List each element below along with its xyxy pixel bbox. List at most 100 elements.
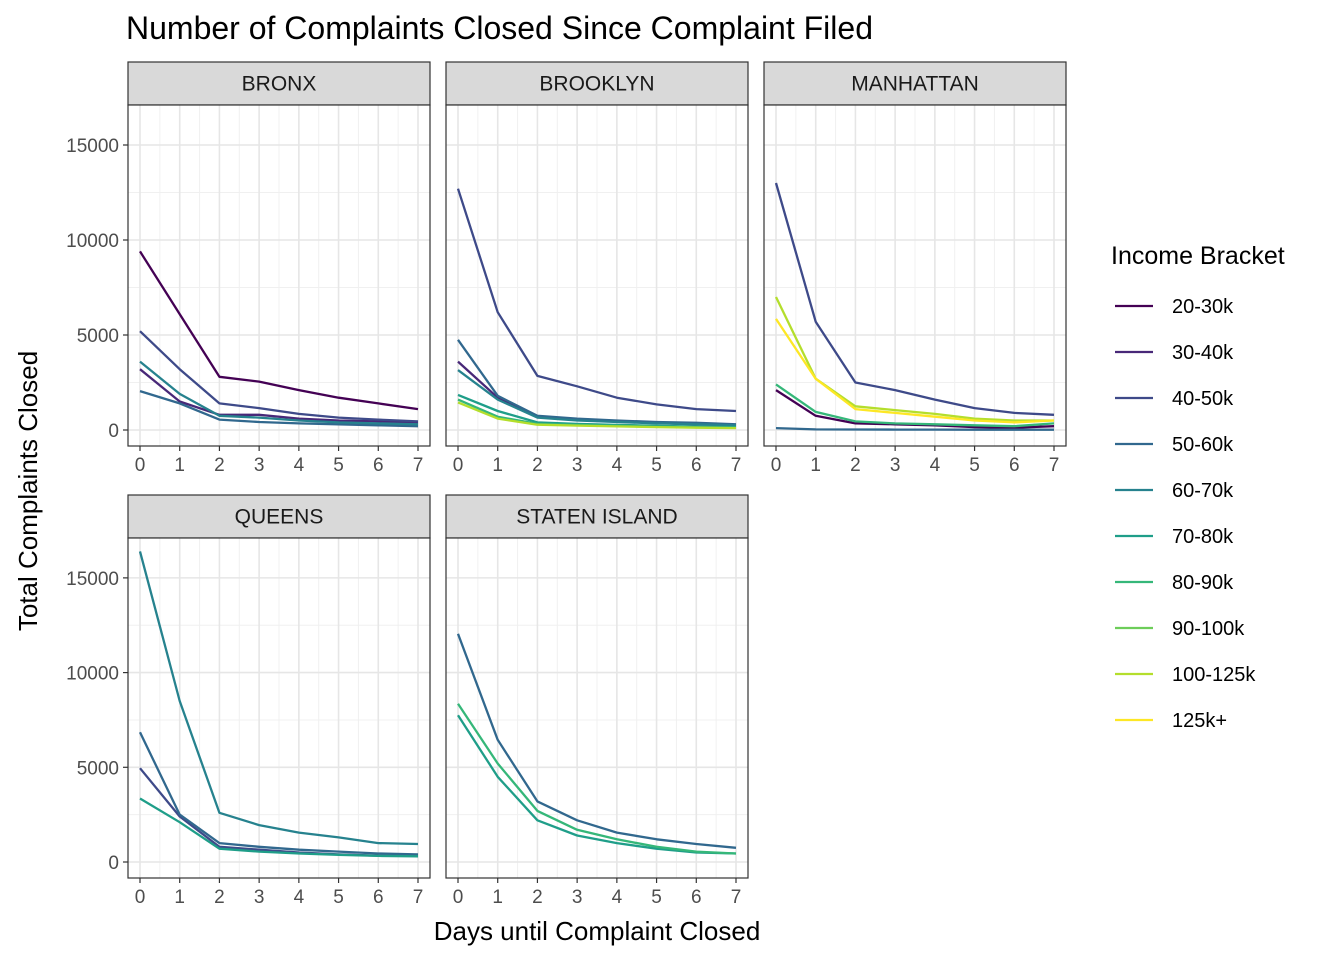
panel-queens-x-tick-label: 5 [333,887,344,908]
panel-staten-island-x-tick-label: 6 [691,887,702,908]
panel-bronx-x-tick-label: 2 [214,455,225,476]
panel-brooklyn-series-100-125k [457,401,737,430]
panel-queens-series-60-70k [138,551,419,846]
panel-manhattan-x-tick-label: 0 [771,455,782,476]
panel-brooklyn-strip-label: BROOKLYN [539,73,654,96]
panel-manhattan-x-tick-label: 2 [850,455,861,476]
panel-brooklyn-series-40-50k [456,188,737,413]
panel-staten-island: STATEN ISLAND 0 1 2 3 4 5 6 7 [445,494,749,908]
panel-bronx-series-50-60k [139,390,419,428]
legend: Income Bracket 20-30k 30-40k 40-50k 50-60k 6… [1111,242,1285,732]
panel-brooklyn-x-tick-label: 6 [691,455,702,476]
panel-bronx-series-20-30k [139,250,419,411]
panel-queens-y-tick-label: 10000 [66,664,119,685]
panel-manhattan-x-tick-label: 5 [969,455,980,476]
panel-bronx-y-tick-label: 0 [108,421,119,442]
panel-queens-x-tick-label: 2 [214,887,225,908]
panel-manhattan-strip-label: MANHATTAN [851,73,979,96]
panel-brooklyn-series-60-70k [457,369,737,427]
panel-manhattan-series-80-90k [775,383,1055,428]
panel-bronx-x-tick-label: 6 [373,455,384,476]
panel-bronx: BRONX 0 1 2 3 4 5 6 7 0 5000 10000 15000 [66,61,431,476]
legend-item-30-40k: 30-40k [1115,342,1234,364]
panel-manhattan-series-125k [775,318,1055,424]
panel-staten-island-series-50-60k [456,633,737,849]
legend-label-30-40k: 30-40k [1172,342,1234,364]
panel-staten-island-strip-label: STATEN ISLAND [516,506,677,529]
panel-manhattan-strip [763,61,1067,106]
legend-item-125k: 125k+ [1115,710,1227,732]
panel-bronx-x-tick-label: 4 [294,455,305,476]
panel-queens-x-tick-label: 1 [174,887,185,908]
panel-queens-border [127,537,431,879]
legend-item-90-100k: 90-100k [1115,618,1245,640]
panel-bronx-series-30-40k [139,368,419,424]
panel-queens-x-tick-label: 4 [294,887,305,908]
panel-brooklyn-series-50-60k [457,339,737,426]
legend-item-50-60k: 50-60k [1115,434,1234,456]
panel-staten-island-x-tick-label: 3 [572,887,583,908]
x-axis-title: Days until Complaint Closed [434,916,761,946]
panel-brooklyn-x-tick-label: 7 [731,455,742,476]
legend-label-90-100k: 90-100k [1172,618,1245,640]
panel-queens-series-50-60k [138,731,419,856]
panel-staten-island-strip [445,494,749,539]
legend-label-125k: 125k+ [1172,710,1227,732]
legend-item-20-30k: 20-30k [1115,296,1234,318]
panel-brooklyn-x-tick-label: 4 [612,455,623,476]
panel-queens-x-tick-label: 7 [413,887,424,908]
panel-manhattan-x-tick-label: 4 [930,455,941,476]
panel-bronx-y-tick-label: 10000 [66,231,119,252]
legend-label-70-80k: 70-80k [1172,526,1234,548]
panel-manhattan-series-50-60k [775,426,1054,431]
legend-items: 20-30k 30-40k 40-50k 50-60k 60-70k 70-80k 80-9… [1115,296,1256,732]
panel-manhattan-x-tick-label: 7 [1049,455,1060,476]
panel-manhattan-x-tick-label: 6 [1009,455,1020,476]
panel-bronx-series-40-50k [139,330,419,423]
legend-item-70-80k: 70-80k [1115,526,1234,548]
panel-bronx-series-60-70k [139,360,419,426]
legend-label-100-125k: 100-125k [1172,664,1256,686]
panel-queens-series-70-80k [139,797,419,858]
panel-bronx-x-tick-label: 7 [413,455,424,476]
panel-staten-island-x-tick-label: 0 [453,887,464,908]
legend-item-40-50k: 40-50k [1115,388,1234,410]
panel-brooklyn-x-tick-label: 2 [532,455,543,476]
legend-title: Income Bracket [1111,242,1285,270]
panel-brooklyn-x-tick-label: 1 [492,455,503,476]
panel-brooklyn-strip [445,61,749,106]
panel-queens-x-tick-label: 3 [254,887,265,908]
panel-bronx-y-tick-label: 5000 [77,326,119,347]
panel-manhattan-x-tick-label: 1 [810,455,821,476]
panel-bronx-x-tick-label: 5 [333,455,344,476]
panel-bronx-border [127,104,431,447]
panel-bronx-x-tick-label: 3 [254,455,265,476]
panel-brooklyn: BROOKLYN 0 1 2 3 4 5 6 7 [445,61,749,476]
panel-queens-strip-label: QUEENS [235,506,324,529]
panel-bronx-x-tick-label: 1 [174,455,185,476]
panel-brooklyn-x-tick-label: 0 [453,455,464,476]
legend-item-80-90k: 80-90k [1115,572,1234,594]
chart-title: Number of Complaints Closed Since Compla… [126,10,873,46]
legend-item-100-125k: 100-125k [1115,664,1256,686]
panel-queens-y-tick-label: 5000 [77,758,119,779]
panel-bronx-y-tick-label: 15000 [66,136,119,157]
legend-label-50-60k: 50-60k [1172,434,1234,456]
panel-queens-x-tick-label: 6 [373,887,384,908]
panel-staten-island-series-80-90k [457,703,737,855]
panel-queens-y-tick-label: 0 [108,853,119,874]
panel-manhattan-series-40-50k [774,182,1055,416]
legend-item-60-70k: 60-70k [1115,480,1234,502]
panel-brooklyn-border [445,104,749,447]
panel-brooklyn-x-tick-label: 3 [572,455,583,476]
panel-bronx-strip [127,61,431,106]
panel-staten-island-x-tick-label: 7 [731,887,742,908]
panel-staten-island-x-tick-label: 5 [651,887,662,908]
panel-queens-y-tick-label: 15000 [66,569,119,590]
y-axis-title: Total Complaints Closed [13,351,43,631]
panel-staten-island-x-tick-label: 4 [612,887,623,908]
legend-label-40-50k: 40-50k [1172,388,1234,410]
panel-manhattan-x-tick-label: 3 [890,455,901,476]
